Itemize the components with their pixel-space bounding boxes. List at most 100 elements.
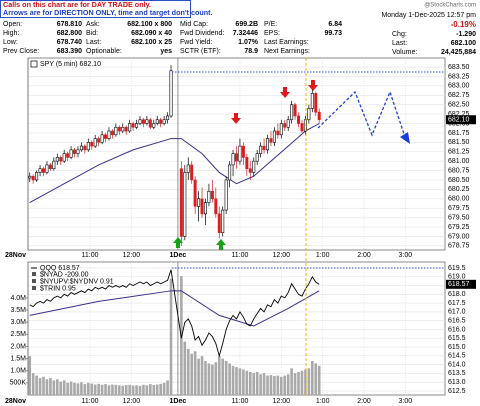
volume-bar <box>262 373 266 395</box>
current-price-box <box>446 279 476 289</box>
volume-bar <box>80 382 83 395</box>
candle-body <box>86 142 90 151</box>
volume-bar <box>131 385 135 395</box>
day-label: 1Dec <box>170 398 187 405</box>
x-tick-label: 3:00 <box>399 398 413 405</box>
stat-value: 24,425,884 <box>441 49 476 56</box>
panel-title: SPY (5 min) 682.10 <box>40 61 101 68</box>
volume-bar <box>35 375 38 395</box>
y2-tick-label: 4.0M <box>10 295 26 302</box>
volume-bar <box>87 382 90 395</box>
volume-bar <box>66 382 69 395</box>
volume-bar <box>97 383 100 395</box>
info-label: High: <box>3 30 19 37</box>
candle-body <box>300 123 304 132</box>
volume-bar <box>38 378 42 395</box>
volume-bar <box>100 384 104 395</box>
candle-body <box>135 123 139 128</box>
x-tick-label: 12:00 <box>273 398 291 405</box>
y-tick-label: 679.25 <box>448 224 470 231</box>
volume-bar <box>52 380 56 395</box>
projection <box>317 90 407 141</box>
x-tick-label: 11:00 <box>82 252 99 259</box>
volume-bar <box>166 380 169 395</box>
volume-bar <box>135 385 138 395</box>
candle-body <box>238 145 242 162</box>
info-value: yes <box>160 48 172 55</box>
stat-label: Chg: <box>392 31 407 38</box>
y2-tick-label: 1.5M <box>10 355 26 362</box>
day-label: 28Nov <box>5 252 26 259</box>
candle-body <box>231 153 235 166</box>
volume-bar <box>214 362 218 395</box>
x-tick-label: 2:00 <box>357 398 371 405</box>
candle-body <box>272 130 276 143</box>
volume-bar <box>55 379 59 395</box>
x-tick-label: 11:00 <box>231 252 248 259</box>
candle-body <box>186 164 190 173</box>
volume-bar <box>124 385 128 395</box>
volume-bar <box>204 361 207 395</box>
volume-bar <box>118 385 121 395</box>
info-label: Ask: <box>86 21 100 28</box>
candle-body <box>69 149 73 158</box>
y-tick-label: 612.5 <box>448 388 466 395</box>
candle-body <box>79 145 83 151</box>
volume-bar <box>252 373 256 395</box>
y-tick-label: 616.5 <box>448 318 466 325</box>
candle-body <box>138 119 142 124</box>
candle-body <box>259 145 263 154</box>
candle-body <box>55 157 59 162</box>
candle-body <box>128 123 132 132</box>
y-tick-label: 619.0 <box>448 274 466 281</box>
y-tick-label: 616.0 <box>448 326 466 333</box>
candle-body <box>66 153 70 158</box>
y-tick-label: 680.50 <box>448 177 470 184</box>
candle-body <box>169 70 173 117</box>
legend-label: QQQ 618.57 <box>40 265 80 272</box>
volume-bar <box>197 358 200 395</box>
volume-bar <box>231 365 235 395</box>
volume-bar <box>28 356 32 395</box>
volume-bar <box>211 364 214 395</box>
info-label: Last: <box>86 39 101 46</box>
info-label: Open: <box>3 21 22 28</box>
volume-bar <box>83 384 87 395</box>
candle-body <box>35 172 39 181</box>
info-value: 682.100 x 25 <box>131 39 172 46</box>
candle-body <box>100 134 104 143</box>
candle-body <box>52 160 56 169</box>
candle-body <box>203 202 207 215</box>
volume-bar <box>93 384 97 395</box>
volume-bar <box>73 382 76 395</box>
legend-label: $TRIN 0.95 <box>40 285 76 292</box>
volume-bar <box>69 381 73 395</box>
y2-tick-label: 500K <box>10 380 27 387</box>
candle-body <box>262 145 266 151</box>
candle-body <box>159 119 163 124</box>
candle-body <box>286 119 290 128</box>
candle-body <box>117 126 121 132</box>
y-tick-label: 683.25 <box>448 73 470 80</box>
y-tick-label: 682.50 <box>448 102 470 109</box>
date: Monday 1-Dec-2025 12:57 pm <box>381 12 476 19</box>
candle-body <box>152 123 156 128</box>
candle-body <box>190 164 194 181</box>
candle-body <box>310 93 314 109</box>
volume-bar <box>280 376 283 395</box>
volume-bar <box>49 378 52 395</box>
info-value: 1.07% <box>238 39 259 46</box>
candle-body <box>62 153 66 162</box>
stat-value: -1.290 <box>456 31 476 38</box>
y-tick-label: 617.0 <box>448 309 466 316</box>
note-box <box>0 0 191 18</box>
y-tick-label: 678.75 <box>448 243 470 250</box>
candle-body <box>245 157 249 169</box>
volume-bar <box>311 361 314 395</box>
x-tick-label: 12:00 <box>273 252 291 259</box>
legend-swatch <box>32 272 36 276</box>
volume-bar <box>128 384 131 395</box>
info-value: 99.73 <box>324 30 342 37</box>
y2-tick-label: 2.5M <box>10 331 26 338</box>
volume-bar <box>314 363 318 395</box>
